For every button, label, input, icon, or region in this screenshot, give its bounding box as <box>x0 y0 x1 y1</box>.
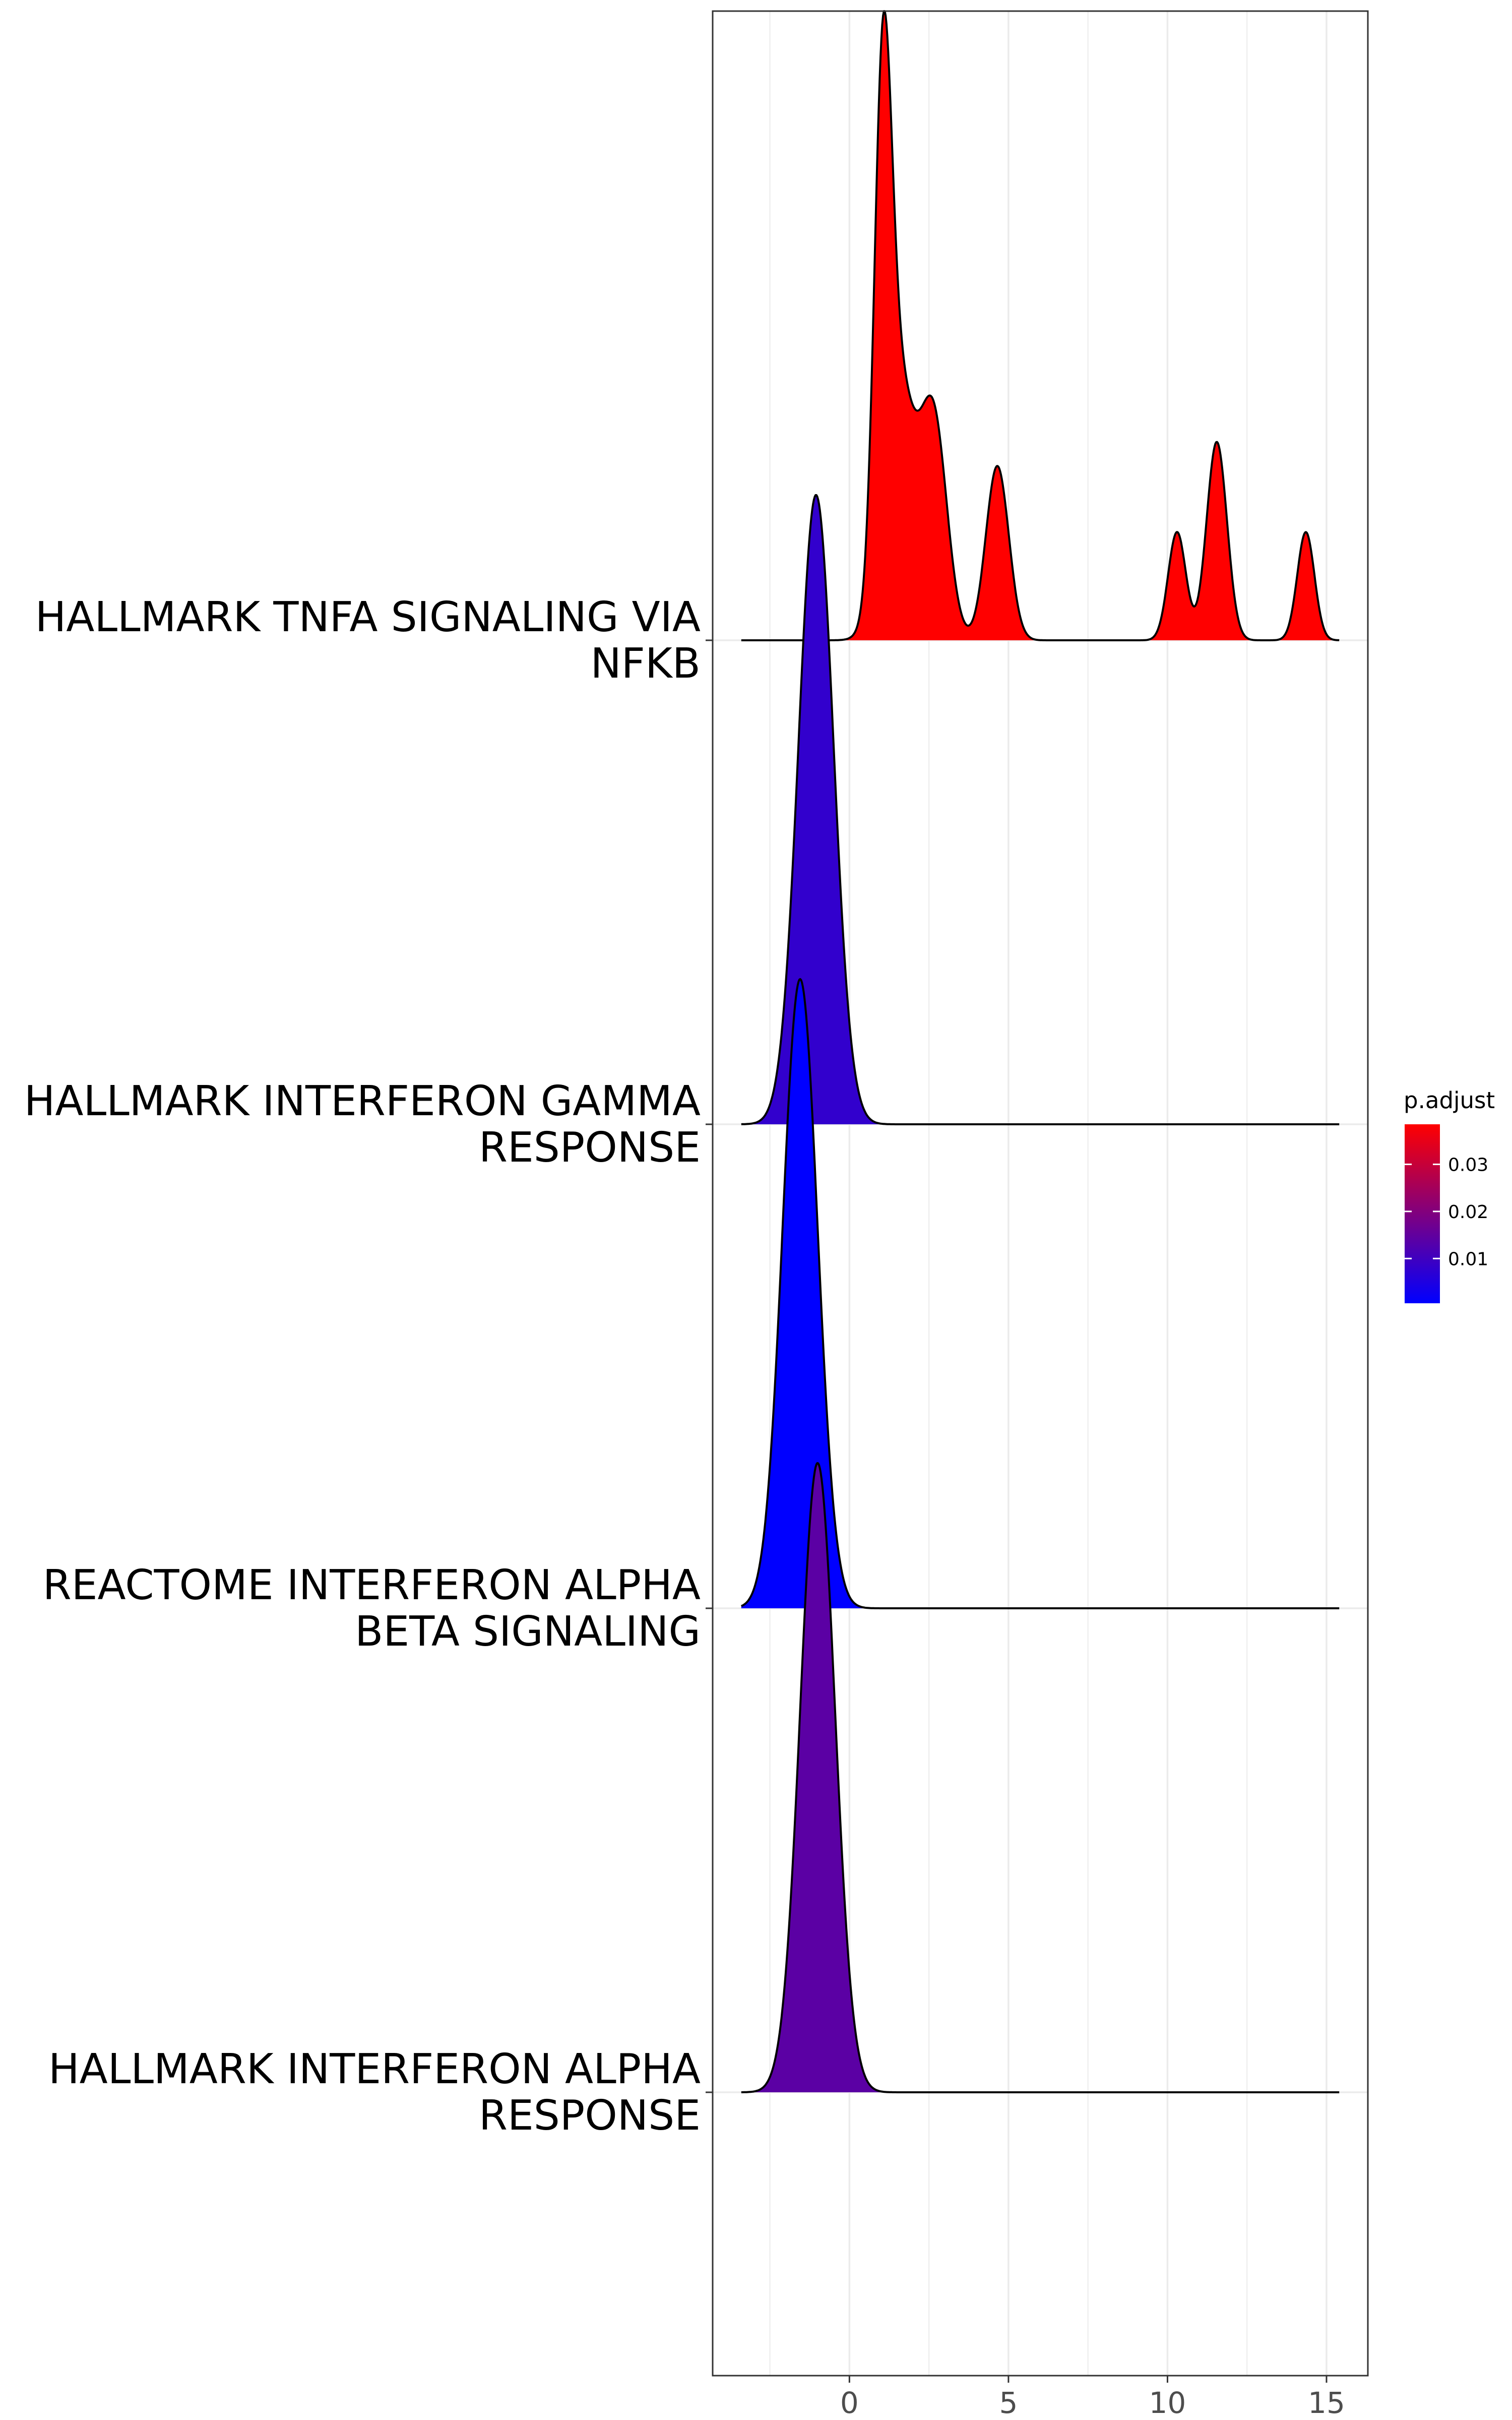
y-axis-label-line: REACTOME INTERFERON ALPHA <box>43 1561 701 1609</box>
y-axis-label: HALLMARK INTERFERON ALPHA RESPONSE <box>48 2045 701 2140</box>
legend-ticks: 0.01 0.02 0.03 <box>1405 1155 1488 1269</box>
x-tick-label: 5 <box>999 2386 1018 2420</box>
legend-tick-label: 0.02 <box>1448 1202 1488 1223</box>
ridges <box>741 10 1340 2093</box>
ridge-fill <box>741 11 1340 640</box>
y-axis-label-line: HALLMARK INTERFERON ALPHA <box>48 2045 701 2093</box>
ridge-4 <box>741 1462 1340 2093</box>
y-axis-ticks <box>706 639 713 2093</box>
legend-colorbar <box>1405 1124 1440 1303</box>
x-tick-label: 0 <box>840 2386 859 2420</box>
y-axis-label-line: HALLMARK TNFA SIGNALING VIA <box>35 593 701 641</box>
ridge-fill <box>741 979 1340 1608</box>
y-axis-labels: HALLMARK TNFA SIGNALING VIA NFKBHALLMARK … <box>24 593 701 2140</box>
y-axis-label-line: BETA SIGNALING <box>355 1608 701 1656</box>
y-axis-label-line: HALLMARK INTERFERON GAMMA <box>24 1077 701 1125</box>
y-axis-label-line: NFKB <box>590 640 701 688</box>
legend-tick-label: 0.03 <box>1448 1155 1488 1175</box>
ridge-outline <box>741 1462 1340 2093</box>
x-tick-label: 10 <box>1149 2386 1186 2420</box>
ridge-outline <box>741 494 1340 1125</box>
x-tick-label: 15 <box>1308 2386 1345 2420</box>
p-adjust-legend: p.adjust 0.01 0.02 0.03 <box>1404 1087 1495 1303</box>
ridge-3 <box>741 978 1340 1609</box>
y-axis-label: REACTOME INTERFERON ALPHA BETA SIGNALING <box>43 1561 701 1656</box>
ridge-fill <box>741 1463 1340 2092</box>
ridge-1 <box>741 10 1340 641</box>
y-axis-label-line: RESPONSE <box>479 1124 701 1172</box>
ridge-outline <box>741 978 1340 1609</box>
x-axis: 0 5 10 15 <box>840 2376 1345 2420</box>
legend-tick-label: 0.01 <box>1448 1249 1488 1269</box>
y-axis-label-line: RESPONSE <box>479 2092 701 2140</box>
ridge-outline <box>741 10 1340 641</box>
y-axis-label: HALLMARK INTERFERON GAMMA RESPONSE <box>24 1077 701 1172</box>
legend-title: p.adjust <box>1404 1087 1495 1114</box>
y-axis-label: HALLMARK TNFA SIGNALING VIA NFKB <box>35 593 701 688</box>
panel-border <box>712 10 1369 2377</box>
